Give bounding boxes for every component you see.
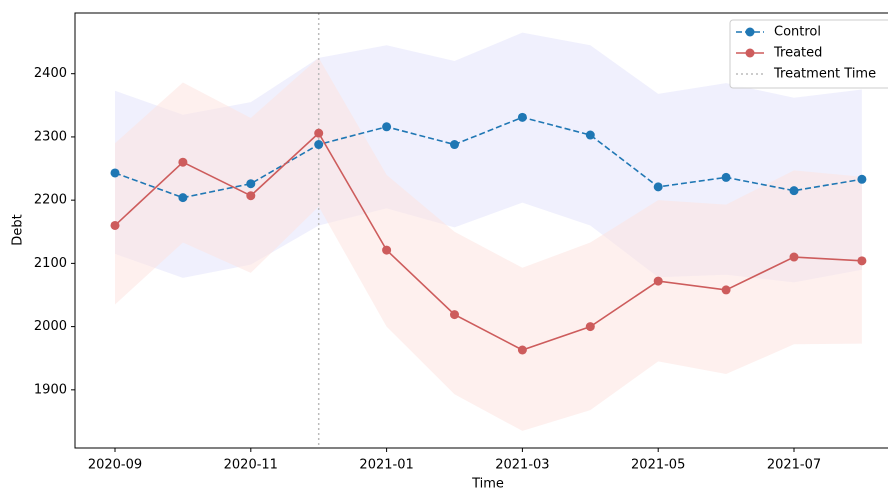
y-tick-label: 2200 — [34, 193, 67, 208]
data-point — [721, 172, 731, 182]
confidence-band — [115, 57, 862, 431]
data-point — [653, 182, 663, 192]
legend-marker — [745, 27, 755, 37]
legend-label: Treated — [773, 46, 822, 61]
data-point — [178, 157, 188, 167]
data-point — [110, 168, 120, 178]
x-tick-label: 2020-09 — [88, 458, 142, 473]
series-line — [114, 131, 862, 351]
data-point — [382, 122, 392, 132]
data-point — [450, 140, 459, 150]
legend-box — [729, 19, 888, 89]
data-point — [450, 310, 459, 320]
data-point — [517, 345, 527, 355]
legend-label: Control — [774, 25, 821, 40]
y-axis-label: Debt — [11, 214, 26, 245]
data-point — [857, 174, 867, 184]
data-point — [789, 186, 799, 196]
plot-frame — [74, 12, 888, 449]
y-tick-label: 2300 — [34, 129, 67, 144]
x-tick-label: 2021-07 — [767, 458, 821, 473]
y-tick-label: 2400 — [34, 66, 67, 81]
legend-marker — [745, 48, 755, 58]
data-point — [857, 256, 867, 266]
legend-label: Treatment Time — [773, 67, 876, 82]
data-point — [314, 140, 324, 150]
y-tick-label: 2000 — [34, 319, 67, 334]
data-point — [721, 285, 731, 295]
data-point — [314, 128, 324, 138]
data-point — [246, 191, 256, 201]
x-tick-label: 2021-05 — [631, 458, 685, 473]
data-point — [653, 276, 663, 286]
data-point — [585, 130, 595, 140]
data-point — [178, 193, 188, 203]
data-point — [585, 322, 595, 332]
data-point — [110, 220, 120, 230]
x-tick-label: 2021-01 — [359, 458, 413, 473]
data-point — [246, 179, 256, 189]
x-tick-label: 2020-11 — [224, 458, 278, 473]
y-tick-label: 2100 — [34, 256, 67, 271]
series-line — [114, 116, 863, 199]
x-axis-label: Time — [471, 477, 504, 489]
data-point — [789, 252, 799, 262]
data-point — [517, 112, 527, 122]
data-point — [382, 245, 392, 255]
x-tick-label: 2021-03 — [495, 458, 549, 473]
y-tick-label: 1900 — [34, 382, 67, 397]
